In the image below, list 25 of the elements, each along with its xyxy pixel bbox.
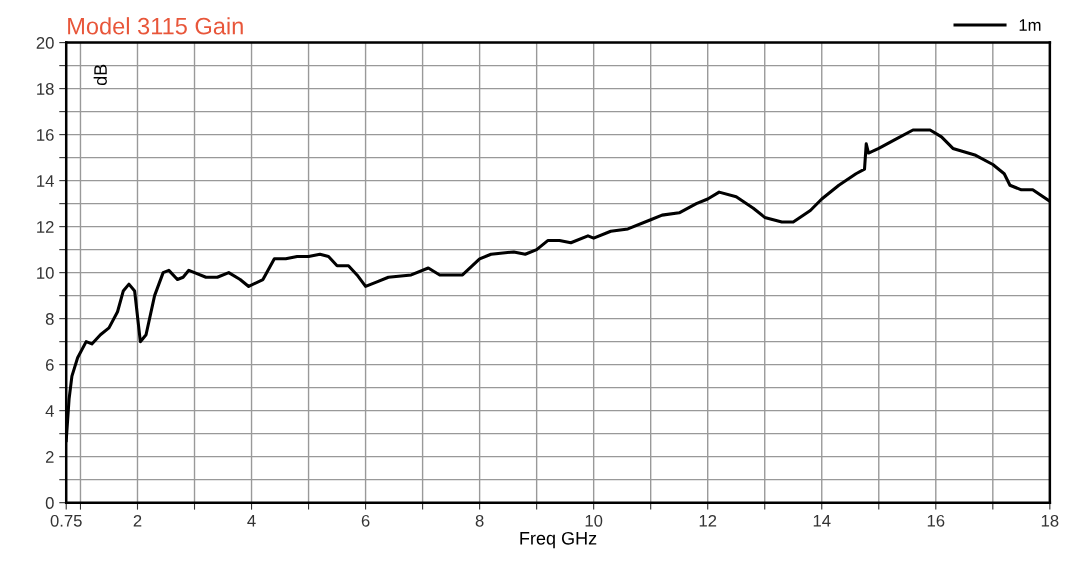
x-tick-label: 0.75 bbox=[50, 514, 82, 527]
x-tick-label: 10 bbox=[585, 514, 603, 527]
x-tick-label: 12 bbox=[699, 514, 717, 527]
legend-label: 1m bbox=[1019, 19, 1041, 31]
y-tick-label: 8 bbox=[45, 313, 54, 325]
y-tick-label: 0 bbox=[45, 497, 54, 509]
y-tick-label: 18 bbox=[37, 83, 54, 95]
y-tick-label: 4 bbox=[45, 405, 54, 417]
y-tick-label: 10 bbox=[37, 267, 54, 279]
y-tick-label: 12 bbox=[37, 221, 54, 233]
y-tick-label: 2 bbox=[45, 451, 54, 463]
x-tick-label: 6 bbox=[361, 514, 370, 527]
x-tick-label: 16 bbox=[927, 514, 945, 527]
chart-title: Model 3115 Gain bbox=[68, 17, 243, 35]
x-tick-label: 4 bbox=[247, 515, 256, 527]
y-tick-label: 14 bbox=[37, 175, 54, 187]
x-tick-label: 8 bbox=[475, 514, 484, 527]
y-axis-title: dB bbox=[93, 64, 107, 86]
x-tick-label: 18 bbox=[1041, 514, 1059, 527]
x-tick-label: 14 bbox=[813, 515, 831, 527]
y-tick-label: 16 bbox=[37, 129, 54, 141]
x-axis-title: Freq GHz bbox=[520, 531, 597, 549]
y-tick-label: 6 bbox=[45, 359, 54, 371]
x-tick-label: 2 bbox=[133, 514, 142, 527]
y-tick-label: 20 bbox=[36, 37, 54, 49]
